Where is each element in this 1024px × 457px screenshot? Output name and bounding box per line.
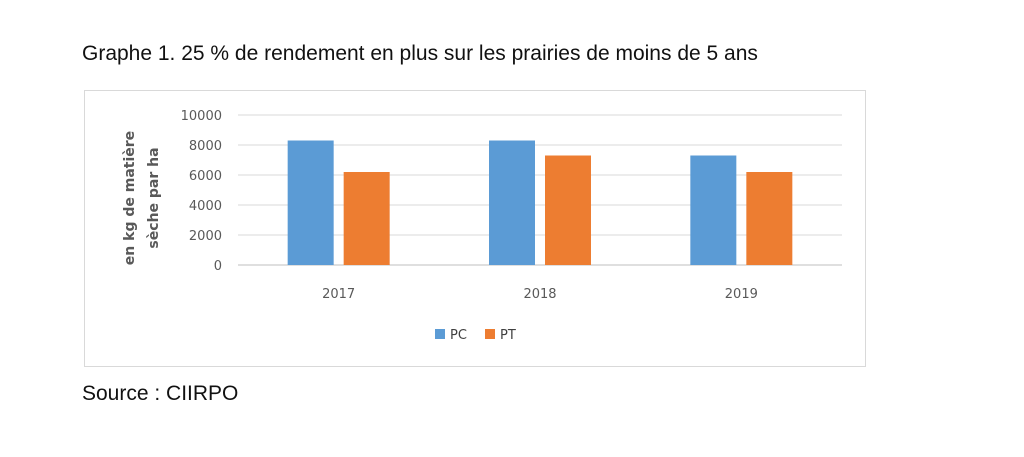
legend-label-pc: PC <box>450 328 467 343</box>
y-tick-label: 0 <box>214 259 222 274</box>
bar-pt-2017 <box>343 172 390 265</box>
source-note: Source : CIIRPO <box>82 382 239 405</box>
y-axis-label-line: en kg de matière <box>122 131 138 265</box>
bars <box>287 140 793 265</box>
x-tick-label: 2018 <box>523 287 556 302</box>
bar-pc-2019 <box>690 155 737 265</box>
bar-pc-2017 <box>287 140 334 265</box>
y-tick-label: 6000 <box>189 169 222 184</box>
figure-caption: Graphe 1. 25 % de rendement en plus sur … <box>82 42 758 65</box>
legend: PC PT <box>435 328 516 343</box>
bar-pt-2018 <box>545 155 591 265</box>
legend-swatch-pc <box>435 329 445 339</box>
x-tick-labels: 2017 2018 2019 <box>322 287 758 302</box>
y-tick-labels: 0 2000 4000 6000 8000 10000 <box>181 109 222 274</box>
y-tick-label: 8000 <box>189 139 222 154</box>
y-axis-label-line: sèche par ha <box>146 147 162 248</box>
chart-frame <box>84 90 866 367</box>
y-tick-label: 2000 <box>189 229 222 244</box>
legend-label-pt: PT <box>500 328 516 343</box>
legend-swatch-pt <box>485 329 495 339</box>
bar-pt-2019 <box>746 172 793 265</box>
y-tick-label: 4000 <box>189 199 222 214</box>
y-axis-label: en kg de matière sèche par ha <box>122 131 162 265</box>
x-tick-label: 2017 <box>322 287 355 302</box>
gridlines <box>238 114 842 266</box>
y-tick-label: 10000 <box>181 109 222 124</box>
bar-pc-2018 <box>489 140 535 265</box>
x-tick-label: 2019 <box>725 287 758 302</box>
